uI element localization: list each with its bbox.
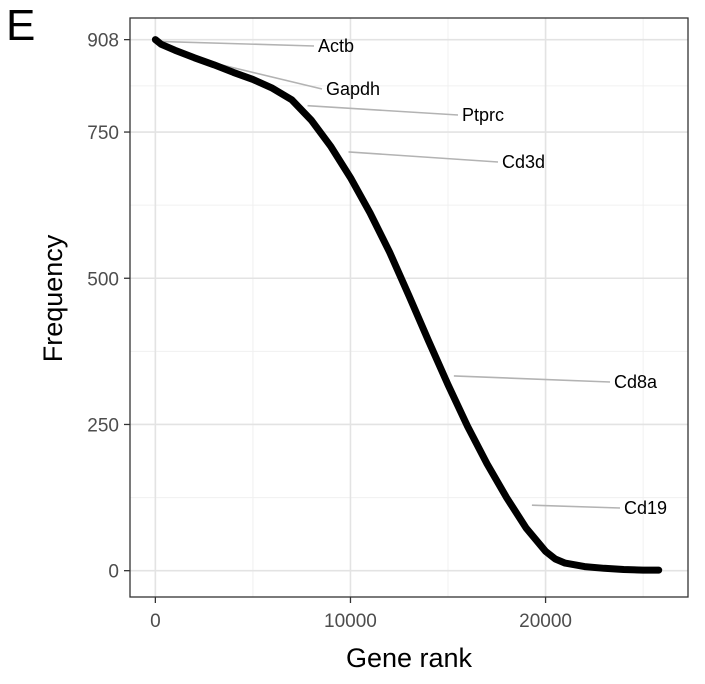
minor-gridlines — [130, 18, 688, 597]
y-tick-label: 0 — [108, 562, 119, 583]
annotation-label-actb: Actb — [318, 36, 354, 56]
y-axis-title: Frequency — [38, 234, 68, 362]
annotation-leader-actb — [158, 40, 315, 47]
annotation-labels: Actb Gapdh Ptprc Cd3d Cd8a Cd19 — [318, 36, 667, 518]
x-tick-label: 20000 — [519, 611, 572, 632]
x-tick-label: 10000 — [324, 611, 377, 632]
annotation-label-gapdh: Gapdh — [326, 79, 380, 99]
y-tick-label: 750 — [87, 123, 119, 144]
annotation-label-ptprc: Ptprc — [462, 105, 504, 125]
plot-panel-border — [129, 17, 689, 598]
series-layer — [151, 36, 663, 574]
major-gridlines — [130, 18, 688, 597]
axis-ticks: 0 10000 20000 0 250 500 750 908 — [87, 31, 572, 632]
annotation-leader-cd8a — [453, 375, 611, 383]
annotation-label-cd19: Cd19 — [624, 498, 667, 518]
y-tick-label: 250 — [87, 415, 119, 436]
annotation-label-cd8a: Cd8a — [614, 372, 658, 392]
x-axis-title: Gene rank — [346, 643, 473, 673]
series-line-0 — [151, 36, 663, 574]
annotation-leader-cd19 — [531, 504, 621, 509]
annotation-leader-lines — [158, 40, 621, 509]
annotation-leader-ptprc — [307, 104, 459, 116]
x-tick-label: 0 — [150, 611, 161, 632]
panel-label: E — [6, 1, 36, 50]
annotation-label-cd3d: Cd3d — [502, 152, 545, 172]
y-tick-label: 500 — [87, 269, 119, 290]
y-tick-label: 908 — [87, 31, 119, 52]
annotation-leader-cd3d — [348, 151, 499, 163]
